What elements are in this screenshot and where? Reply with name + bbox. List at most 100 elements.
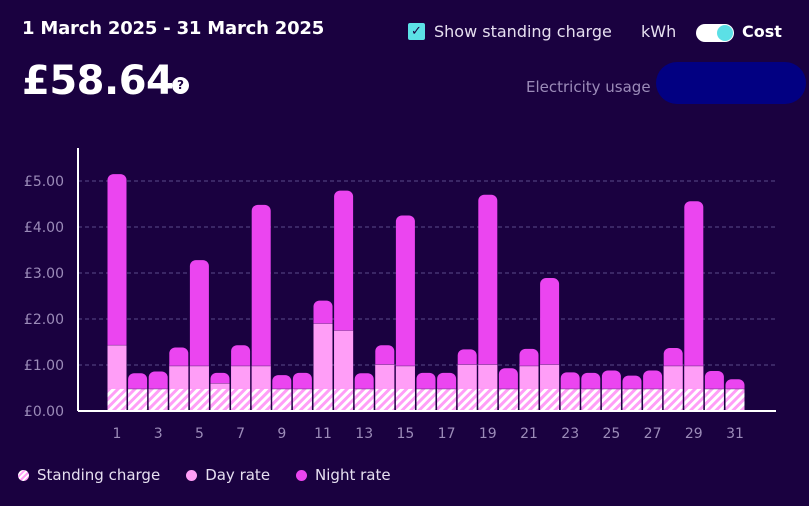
bar-standing-segment [581, 388, 601, 411]
bar-standing-segment [437, 388, 457, 411]
x-tick-label: 19 [479, 426, 497, 442]
bar-standing-segment [478, 388, 498, 411]
bar-day-11 [313, 300, 333, 411]
bar-standing-segment [334, 388, 354, 411]
bar-day-segment [457, 364, 477, 389]
bar-standing-segment [354, 388, 374, 411]
bar-day-segment [540, 364, 560, 389]
y-tick-label: £4.00 [24, 220, 64, 236]
bar-standing-segment [231, 388, 251, 411]
bar-standing-segment [375, 388, 395, 411]
y-tick-label: £3.00 [24, 266, 64, 282]
bar-day-16 [416, 372, 436, 411]
bar-day-30 [704, 370, 724, 411]
bar-day-24 [581, 372, 601, 411]
x-tick-label: 31 [726, 426, 744, 442]
bar-day-23 [560, 372, 580, 411]
unit-switch[interactable] [696, 24, 734, 42]
x-tick-label: 1 [113, 426, 122, 442]
bar-standing-segment [107, 388, 127, 411]
legend-item-night[interactable]: Night rate [296, 466, 391, 484]
bar-day-26 [622, 375, 642, 411]
x-tick-label: 29 [685, 426, 703, 442]
y-tick-label: £2.00 [24, 312, 64, 328]
legend-item-standing[interactable]: Standing charge [18, 466, 160, 484]
bar-standing-segment [457, 388, 477, 411]
bar-night-segment [478, 194, 498, 411]
bar-day-segment [395, 365, 415, 389]
bar-standing-segment [622, 388, 642, 411]
bar-day-9 [272, 375, 292, 411]
bar-day-19 [478, 194, 498, 411]
y-tick-label: £0.00 [24, 404, 64, 420]
bar-day-28 [663, 347, 683, 411]
switch-knob [717, 25, 733, 41]
bar-standing-segment [128, 388, 148, 411]
x-tick-label: 15 [396, 426, 414, 442]
bar-night-segment [684, 201, 704, 411]
bar-standing-segment [210, 388, 230, 411]
checkbox-checked-icon[interactable]: ✓ [408, 23, 425, 40]
bar-day-27 [643, 370, 663, 411]
unit-cost-label[interactable]: Cost [742, 22, 782, 41]
bar-day-segment [684, 365, 704, 389]
y-tick-label: £1.00 [24, 358, 64, 374]
bar-day-31 [725, 379, 745, 411]
bar-day-13 [354, 373, 374, 411]
x-tick-label: 3 [154, 426, 163, 442]
bar-day-20 [498, 368, 518, 411]
bar-day-segment [334, 330, 354, 389]
standing-charge-label: Show standing charge [434, 22, 612, 41]
x-tick-label: 27 [644, 426, 662, 442]
bar-standing-segment [560, 388, 580, 411]
legend-item-day[interactable]: Day rate [186, 466, 270, 484]
day-dot-icon [186, 469, 198, 481]
bar-day-25 [601, 370, 621, 411]
bar-day-2 [128, 373, 148, 411]
x-tick-label: 23 [561, 426, 579, 442]
standing-charge-toggle[interactable]: ✓ Show standing charge [408, 22, 612, 41]
bar-day-segment [189, 365, 209, 389]
bar-day-segment [663, 365, 683, 389]
electricity-usage-label: Electricity usage [526, 78, 651, 96]
bar-standing-segment [272, 388, 292, 411]
bar-standing-segment [169, 388, 189, 411]
x-tick-label: 17 [438, 426, 456, 442]
bar-standing-segment [684, 388, 704, 411]
bar-day-5 [189, 260, 209, 411]
bar-standing-segment [540, 388, 560, 411]
bar-day-29 [684, 201, 704, 411]
bar-day-4 [169, 347, 189, 411]
bar-day-segment [107, 345, 127, 389]
legend-label-standing: Standing charge [37, 466, 161, 484]
bar-standing-segment [725, 388, 745, 411]
bar-day-22 [540, 278, 560, 411]
bar-standing-segment [663, 388, 683, 411]
bar-day-12 [334, 190, 354, 411]
help-icon[interactable]: ? [172, 77, 189, 94]
x-tick-label: 11 [314, 426, 332, 442]
x-tick-label: 7 [236, 426, 245, 442]
bar-day-segment [313, 323, 333, 389]
x-tick-label: 5 [195, 426, 204, 442]
bar-standing-segment [519, 388, 539, 411]
bar-standing-segment [189, 388, 209, 411]
bar-standing-segment [395, 388, 415, 411]
bar-day-10 [292, 372, 312, 411]
y-tick-label: £5.00 [24, 174, 64, 190]
bar-day-segment [519, 365, 539, 389]
unit-kwh-label[interactable]: kWh [641, 22, 677, 41]
cost-bar-chart: £0.00£1.00£2.00£3.00£4.00£5.001 3 5 7 9 11 13 1… [24, 148, 776, 442]
x-tick-label: 21 [520, 426, 538, 442]
bar-standing-segment [498, 388, 518, 411]
bar-day-8 [251, 204, 271, 411]
bar-day-segment [375, 364, 395, 389]
bar-night-segment [395, 215, 415, 411]
redaction-blob [656, 62, 806, 104]
bar-standing-segment [416, 388, 436, 411]
bar-day-18 [457, 349, 477, 411]
bar-standing-segment [251, 388, 271, 411]
bar-day-segment [169, 365, 189, 389]
chart-legend: Standing charge Day rate Night rate [18, 466, 417, 484]
bar-day-6 [210, 372, 230, 411]
